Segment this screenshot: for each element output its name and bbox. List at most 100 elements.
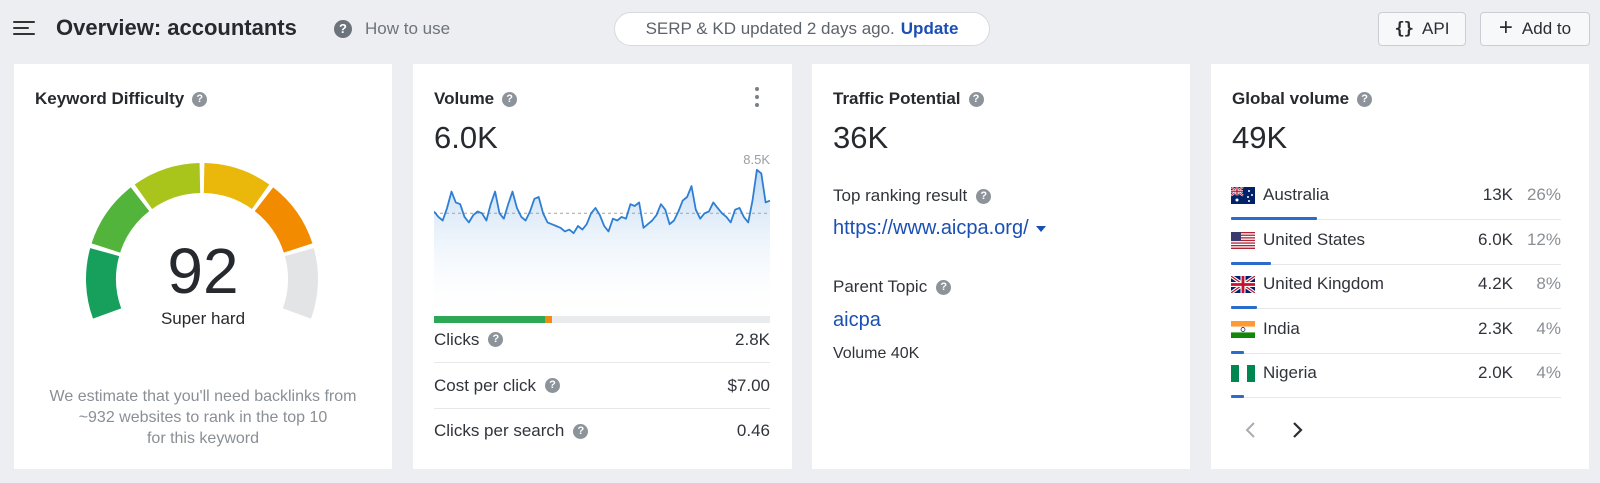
metric-label: Clicks per search (434, 421, 565, 440)
gauge-segment (134, 163, 201, 209)
country-volume: 2.0K (1478, 363, 1513, 382)
kd-gauge (85, 163, 318, 319)
parent-topic-volume: Volume 40K (833, 345, 920, 362)
gauge-segment (203, 163, 270, 209)
global-volume-value: 49K (1232, 120, 1288, 155)
chevron-left-icon (1245, 422, 1255, 438)
keyword-difficulty-card: Keyword Difficulty ? 92 Super hard We es… (14, 64, 392, 469)
help-icon[interactable]: ? (545, 378, 561, 393)
volume-area (434, 169, 770, 322)
update-link[interactable]: Update (900, 19, 959, 38)
card-title: Traffic Potential ? (833, 89, 984, 109)
previous-page-button[interactable] (1237, 416, 1265, 444)
next-page-button[interactable] (1283, 416, 1311, 444)
code-braces-icon: {} (1394, 19, 1415, 39)
country-name: United States (1263, 230, 1366, 249)
metric-row-cpc: Cost per click? $7.00 (434, 363, 770, 409)
global-volume-card: Global volume ? 49K Australia 13K 26% Un… (1211, 64, 1589, 469)
api-button-label: API (1422, 19, 1450, 38)
clicks-share-bar (434, 316, 770, 323)
country-share-bar (1231, 217, 1317, 220)
more-options-icon[interactable] (753, 86, 761, 108)
help-icon[interactable]: ? (573, 423, 589, 439)
kd-note-line: We estimate that you'll need backlinks f… (49, 388, 357, 405)
serp-notice-text: SERP & KD updated 2 days ago. (645, 19, 895, 38)
help-icon[interactable]: ? (976, 188, 992, 204)
country-share-bar (1231, 351, 1245, 354)
country-volume: 13K (1482, 185, 1513, 204)
chart-max-label: 8.5K (743, 154, 770, 167)
caret-down-icon[interactable] (1035, 225, 1046, 232)
top-ranking-url: https://www.aicpa.org/ (833, 217, 1029, 239)
page-title: Overview: accountants (56, 15, 297, 40)
global-volume-title: Global volume (1232, 89, 1350, 108)
help-icon[interactable]: ? (936, 279, 952, 295)
country-row-australia[interactable]: Australia 13K 26% (1231, 175, 1561, 220)
parent-topic-label-row: Parent Topic ? (833, 277, 952, 297)
card-title: Volume ? (434, 89, 518, 109)
add-to-button-label: Add to (1521, 19, 1572, 38)
help-icon[interactable]: ? (502, 91, 518, 107)
nigeria-flag-icon (1231, 365, 1255, 382)
country-share-bar (1231, 262, 1271, 265)
country-row-united-states[interactable]: United States 6.0K 12% (1231, 220, 1561, 265)
kd-level: Super hard (160, 309, 246, 328)
country-percent: 4% (1536, 319, 1561, 338)
api-button[interactable]: {} API (1378, 12, 1466, 46)
parent-topic-label: Parent Topic (833, 277, 928, 296)
country-row-india[interactable]: India 2.3K 4% (1231, 309, 1561, 354)
country-percent: 8% (1536, 274, 1561, 293)
gauge-segment (282, 248, 318, 319)
top-ranking-url-link[interactable]: https://www.aicpa.org/ (833, 217, 1046, 240)
country-percent: 26% (1526, 185, 1561, 204)
metric-row-clicks: Clicks? 2.8K (434, 317, 770, 363)
country-row-united-kingdom[interactable]: United Kingdom 4.2K 8% (1231, 264, 1561, 309)
country-row-nigeria[interactable]: Nigeria 2.0K 4% (1231, 353, 1561, 398)
parent-topic-link[interactable]: aicpa (833, 309, 881, 331)
how-to-use-link[interactable]: ? How to use (334, 19, 450, 39)
country-volume: 6.0K (1478, 230, 1513, 249)
volume-line (434, 168, 771, 235)
volume-value: 6.0K (434, 120, 498, 155)
serp-update-notice: SERP & KD updated 2 days ago. Update (614, 12, 990, 46)
country-share-bar (1231, 306, 1258, 309)
how-to-use-label: How to use (365, 19, 451, 38)
volume-title: Volume (434, 89, 495, 108)
country-volume: 4.2K (1478, 274, 1513, 293)
metric-value: $7.00 (727, 375, 770, 395)
india-flag-icon (1231, 321, 1255, 338)
gauge-segment (85, 248, 122, 319)
metric-label: Cost per click (434, 375, 537, 395)
country-name: India (1263, 319, 1300, 338)
gauge-segment (254, 187, 313, 253)
metric-row-cps: Clicks per search? 0.46 (434, 408, 770, 454)
help-icon[interactable]: ? (1357, 91, 1373, 107)
help-icon[interactable]: ? (192, 91, 208, 107)
kd-note-line: for this keyword (146, 430, 260, 447)
country-percent: 12% (1526, 230, 1561, 249)
united-kingdom-flag-icon (1231, 276, 1255, 293)
kd-title: Keyword Difficulty (35, 89, 185, 108)
country-name: Australia (1263, 185, 1330, 204)
volume-card: Volume ? 6.0K 8.5K Clicks? 2.8K Cost per… (413, 64, 792, 469)
help-icon[interactable]: ? (488, 332, 504, 347)
paid-clicks-segment (544, 316, 552, 323)
add-to-button[interactable]: + Add to (1480, 12, 1590, 46)
kd-note-line: ~932 websites to rank in the top 10 (78, 409, 328, 426)
metric-label: Clicks (434, 329, 480, 349)
traffic-potential-title: Traffic Potential (833, 89, 961, 108)
top-ranking-label-row: Top ranking result ? (833, 186, 992, 206)
menu-icon[interactable] (13, 19, 35, 37)
traffic-potential-card: Traffic Potential ? 36K Top ranking resu… (812, 64, 1190, 469)
help-icon[interactable]: ? (968, 91, 984, 107)
card-title: Keyword Difficulty ? (35, 89, 208, 109)
country-percent: 4% (1536, 363, 1561, 382)
australia-flag-icon (1231, 187, 1255, 204)
kd-score: 92 (167, 235, 239, 307)
organic-clicks-segment (434, 316, 545, 323)
kd-note: We estimate that you'll need backlinks f… (36, 386, 370, 449)
metric-value: 0.46 (736, 421, 770, 440)
traffic-potential-value: 36K (833, 120, 889, 155)
card-title: Global volume ? (1232, 89, 1373, 109)
plus-icon: + (1498, 14, 1513, 41)
